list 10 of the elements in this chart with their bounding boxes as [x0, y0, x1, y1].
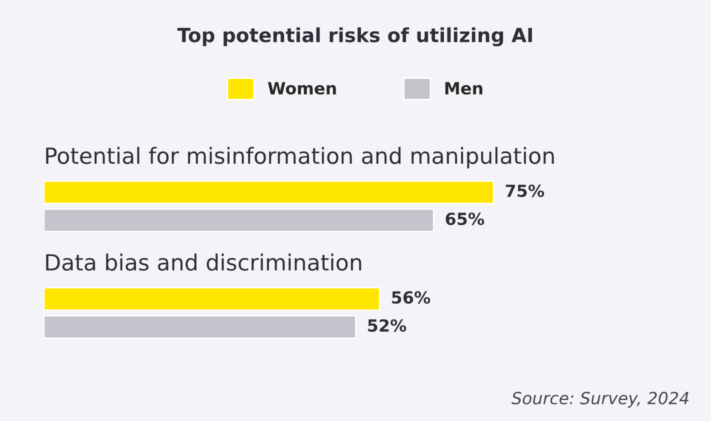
- data-label: 75%: [506, 184, 544, 198]
- legend-label: Women: [268, 82, 336, 95]
- data-label: 65%: [446, 212, 484, 226]
- y-tick-label: Data bias and discrimination: [46, 254, 362, 271]
- chart-title: Top potential risks of utilizing AI: [177, 27, 532, 46]
- y-tick-label: Potential for misinformation and manipulation: [46, 146, 554, 168]
- data-label: 56%: [392, 291, 430, 304]
- source-note: Source: Survey, 2024: [512, 392, 688, 408]
- data-label: 52%: [368, 319, 406, 332]
- legend-label: Men: [445, 82, 482, 95]
